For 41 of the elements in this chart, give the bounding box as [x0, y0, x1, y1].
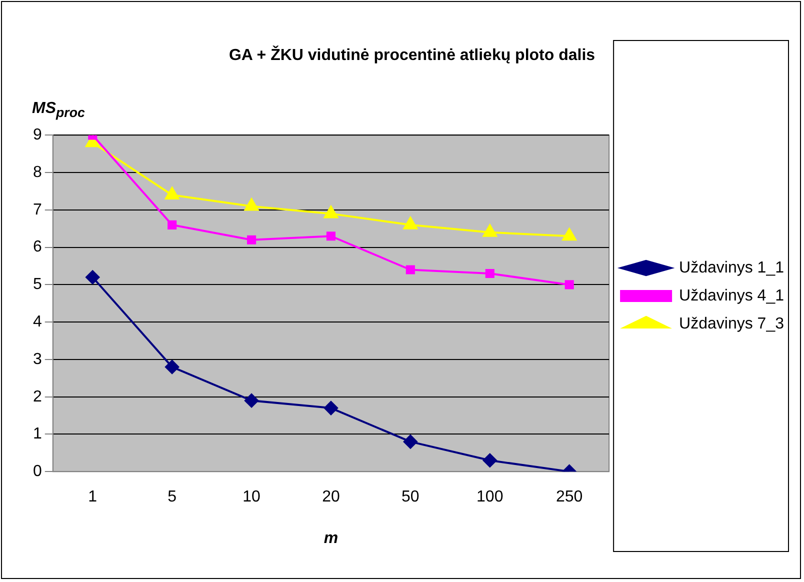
y-tick-label: 1	[32, 426, 42, 443]
y-tick-label: 7	[32, 201, 42, 218]
point	[482, 224, 497, 237]
point	[244, 394, 259, 408]
point	[403, 216, 418, 230]
point	[168, 220, 177, 230]
x-axis-title: m	[324, 530, 338, 547]
y-tick-label: 5	[32, 276, 42, 294]
legend-label: Uždavinys 4_1	[679, 287, 784, 304]
point	[406, 265, 415, 274]
point	[564, 280, 574, 290]
point	[326, 232, 336, 241]
point	[165, 360, 180, 374]
point	[244, 198, 259, 211]
point	[562, 228, 576, 241]
legend-label: Uždavinys 7_3	[679, 315, 784, 332]
point	[324, 401, 338, 416]
x-tick-label: 100	[476, 488, 504, 506]
chart-title: GA + ŽKU vidutinė procentinė atliekų ploto dalis	[228, 45, 596, 64]
legend-label: Uždavinys 1_1	[679, 259, 784, 276]
x-tick-label: 10	[242, 488, 261, 506]
y-tick-label: 2	[32, 388, 42, 406]
point	[485, 268, 494, 278]
y-axis-title: MS$_{proc}$	[32, 100, 85, 120]
y-tick-label: 9	[32, 126, 42, 144]
x-tick-label: 20	[322, 488, 340, 506]
point	[86, 270, 100, 284]
y-tick-label: 3	[32, 350, 42, 368]
y-tick-label: 4	[32, 313, 42, 330]
y-tick-label: 8	[32, 164, 42, 181]
point	[324, 206, 338, 218]
point	[403, 434, 418, 449]
point	[165, 187, 180, 200]
x-tick-label: 250	[556, 488, 583, 506]
x-tick-label: 1	[88, 488, 98, 506]
point	[246, 235, 256, 244]
y-tick-label: 6	[32, 238, 42, 256]
x-tick-label: 50	[402, 488, 420, 506]
point	[482, 453, 497, 468]
x-tick-label: 5	[168, 488, 177, 506]
y-tick-label: 0	[32, 463, 42, 480]
